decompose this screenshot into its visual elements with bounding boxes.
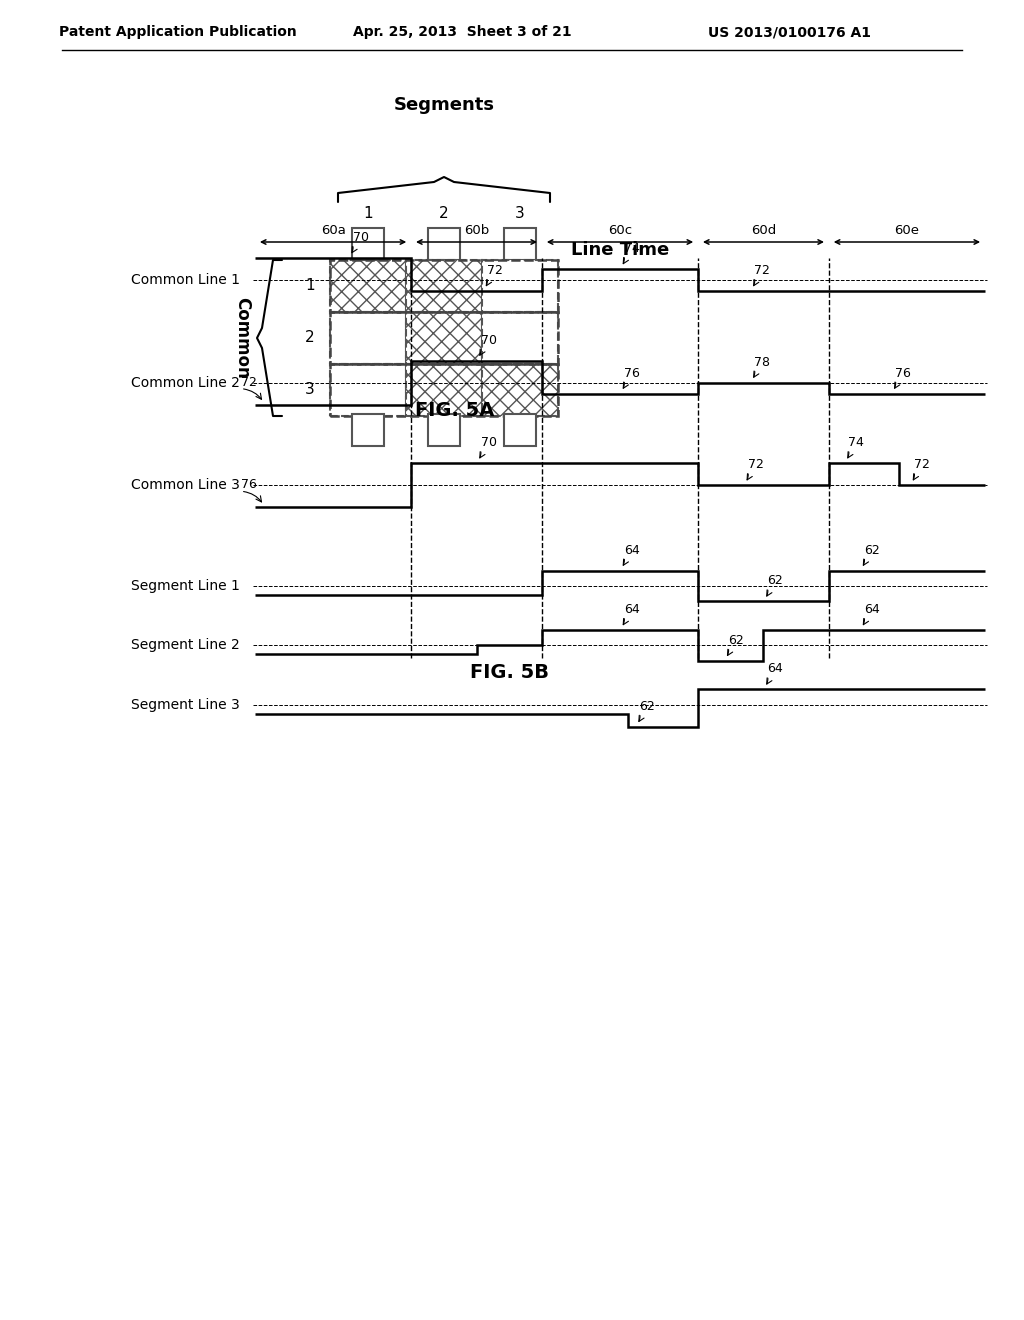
Text: 60b: 60b bbox=[464, 223, 489, 236]
Text: Common Line 1: Common Line 1 bbox=[131, 273, 240, 286]
Bar bbox=[352, 228, 384, 260]
Text: Segment Line 3: Segment Line 3 bbox=[131, 698, 240, 711]
Bar bbox=[482, 260, 558, 312]
Bar bbox=[330, 364, 558, 416]
Text: 60c: 60c bbox=[608, 223, 632, 236]
Text: 62: 62 bbox=[640, 700, 655, 713]
Text: 72: 72 bbox=[241, 376, 257, 388]
Text: 3: 3 bbox=[515, 206, 525, 222]
Text: Apr. 25, 2013  Sheet 3 of 21: Apr. 25, 2013 Sheet 3 of 21 bbox=[352, 25, 571, 40]
Text: 62: 62 bbox=[728, 634, 744, 647]
Text: 64: 64 bbox=[624, 603, 640, 616]
Text: Segment Line 1: Segment Line 1 bbox=[131, 579, 240, 593]
Text: 74: 74 bbox=[849, 436, 864, 449]
Text: US 2013/0100176 A1: US 2013/0100176 A1 bbox=[709, 25, 871, 40]
Text: 76: 76 bbox=[241, 478, 257, 491]
Text: 74: 74 bbox=[624, 242, 640, 255]
Bar bbox=[482, 364, 558, 416]
Bar bbox=[428, 414, 460, 446]
Bar bbox=[504, 228, 536, 260]
Text: 2: 2 bbox=[439, 206, 449, 222]
Bar bbox=[504, 414, 536, 446]
Text: 60d: 60d bbox=[751, 223, 776, 236]
Text: Common Line 2: Common Line 2 bbox=[131, 376, 240, 389]
Text: 72: 72 bbox=[914, 458, 930, 471]
Bar bbox=[352, 414, 384, 446]
Text: Line Time: Line Time bbox=[570, 242, 669, 259]
Text: FIG. 5B: FIG. 5B bbox=[470, 663, 550, 681]
Bar bbox=[428, 228, 460, 260]
Text: 72: 72 bbox=[748, 458, 764, 471]
Text: 1: 1 bbox=[305, 279, 314, 293]
Text: Patent Application Publication: Patent Application Publication bbox=[59, 25, 297, 40]
Text: Segments: Segments bbox=[393, 96, 495, 114]
Bar bbox=[406, 364, 482, 416]
Bar bbox=[330, 312, 558, 364]
Bar bbox=[406, 312, 482, 364]
Text: Common: Common bbox=[233, 297, 251, 379]
Text: 64: 64 bbox=[624, 544, 640, 557]
Bar bbox=[330, 260, 558, 312]
Text: 72: 72 bbox=[487, 264, 503, 277]
Bar bbox=[330, 312, 406, 364]
Text: 64: 64 bbox=[767, 663, 783, 676]
Text: 72: 72 bbox=[755, 264, 770, 277]
Text: 60e: 60e bbox=[894, 223, 920, 236]
Bar bbox=[330, 364, 406, 416]
Text: 3: 3 bbox=[305, 383, 314, 397]
Text: 62: 62 bbox=[864, 544, 880, 557]
Text: 60a: 60a bbox=[321, 223, 345, 236]
Text: 64: 64 bbox=[864, 603, 880, 616]
Text: 70: 70 bbox=[480, 436, 497, 449]
Text: Segment Line 2: Segment Line 2 bbox=[131, 639, 240, 652]
Text: 70: 70 bbox=[352, 231, 369, 244]
Text: 70: 70 bbox=[480, 334, 497, 347]
Text: 62: 62 bbox=[767, 574, 783, 587]
Text: 1: 1 bbox=[364, 206, 373, 222]
Text: 76: 76 bbox=[624, 367, 640, 380]
Bar bbox=[330, 260, 406, 312]
Text: 78: 78 bbox=[755, 355, 770, 368]
Bar bbox=[406, 260, 482, 312]
Text: 2: 2 bbox=[305, 330, 314, 346]
Bar bbox=[482, 312, 558, 364]
Text: 76: 76 bbox=[895, 367, 911, 380]
Text: FIG. 5A: FIG. 5A bbox=[416, 400, 495, 420]
Text: Common Line 3: Common Line 3 bbox=[131, 478, 240, 492]
